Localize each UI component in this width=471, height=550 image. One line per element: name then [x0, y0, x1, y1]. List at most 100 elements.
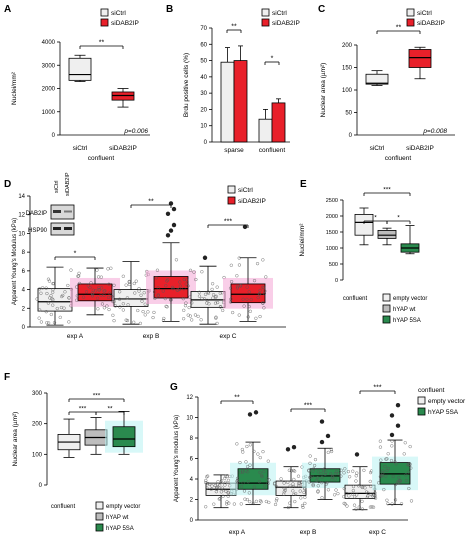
panel-G-data-point	[394, 462, 398, 466]
panel-G-data-point	[243, 497, 247, 501]
panel-C-legend-swatch	[406, 8, 415, 17]
panel-D-data-point	[112, 319, 116, 323]
panel-G-data-point	[407, 486, 411, 491]
panel-G-data-point	[329, 447, 333, 452]
panel-G-data-point	[293, 499, 297, 504]
panel-D-data-point	[235, 274, 239, 278]
panel-G-data-point	[291, 489, 295, 493]
panel-D-data-point	[203, 292, 208, 296]
panel-G-data-point	[352, 503, 357, 507]
panel-D-data-point	[228, 286, 233, 290]
panel-D-data-point	[99, 286, 104, 290]
panel-G-data-point	[354, 507, 358, 511]
panel-D-y-tick-label: 10	[18, 231, 25, 237]
panel-G-data-point	[217, 497, 221, 501]
panel-D-data-point	[218, 305, 223, 309]
panel-G-data-point	[325, 481, 329, 485]
panel-G-data-point	[409, 499, 414, 503]
panel-G-data-point	[308, 454, 312, 458]
panel-D-data-point	[197, 294, 202, 298]
panel-D-data-point	[117, 297, 122, 301]
panel-D-data-point	[178, 280, 182, 284]
panel-D-data-point	[35, 297, 39, 301]
panel-D-data-point	[216, 300, 220, 305]
panel-D-data-point	[126, 303, 130, 307]
panel-G-data-point	[261, 450, 265, 454]
panel-G-data-point	[404, 473, 408, 477]
panel-G-data-point	[300, 503, 305, 508]
panel-D-data-point	[96, 307, 100, 311]
panel-G-data-point	[354, 479, 358, 483]
panel-D-data-point	[153, 296, 157, 300]
panel-D-data-point	[256, 296, 260, 300]
panel-B-legend-swatch	[261, 8, 270, 17]
panel-D-data-point	[229, 280, 234, 284]
panel-D-data-point	[51, 303, 55, 307]
panel-D-data-point	[164, 284, 168, 288]
panel-D-data-point	[143, 313, 147, 317]
panel-G-data-point	[385, 468, 389, 473]
panel-A-legend-swatch	[100, 8, 109, 17]
panel-D-data-point	[49, 312, 53, 317]
panel-C-y-tick-label: 0	[349, 133, 353, 139]
panel-B-y-label: Brdu positive cells (%)	[183, 53, 190, 117]
panel-D-legend-swatch	[227, 185, 236, 194]
panel-D-data-point	[134, 279, 138, 283]
panel-G-data-point	[389, 458, 394, 463]
panel-D-data-point	[210, 287, 214, 291]
panel-D-data-point	[245, 297, 249, 301]
panel-G-y-tick-label: 6	[190, 457, 194, 463]
panel-letter-D: D	[4, 179, 11, 190]
panel-D-y-tick-label: 14	[18, 194, 25, 200]
panel-G-data-point	[354, 474, 358, 478]
panel-letter-F: F	[4, 372, 10, 383]
panel-G-data-point	[307, 480, 311, 484]
panel-D-data-point	[47, 321, 51, 325]
panel-D-data-point	[182, 308, 186, 312]
panel-G-outlier	[354, 452, 360, 457]
panel-D-data-point	[164, 304, 168, 308]
panel-G-data-point	[390, 502, 394, 506]
panel-G-data-point	[232, 502, 236, 506]
panel-G-box-body	[237, 468, 269, 490]
panel-G-outlier	[319, 439, 325, 445]
panel-G-data-point	[347, 494, 351, 498]
panel-E-legend-swatch	[382, 315, 391, 324]
panel-G-box-body	[344, 484, 376, 499]
panel-G-data-point	[241, 481, 245, 485]
panel-D-data-point	[156, 294, 160, 298]
panel-D-data-point	[95, 268, 99, 272]
panel-D-sig-label: *	[74, 251, 77, 258]
panel-G-data-point	[353, 495, 357, 499]
panel-D-data-point	[214, 295, 218, 299]
panel-G-data-point	[209, 487, 213, 491]
panel-G-data-point	[351, 488, 355, 493]
panel-D-data-point	[242, 304, 246, 308]
panel-E-legend-label: empty vector	[393, 296, 427, 302]
panel-G-data-point	[334, 470, 339, 474]
panel-G-sig-label: ***	[304, 403, 312, 410]
panel-letter-B: B	[166, 4, 173, 15]
panel-G-data-point	[386, 452, 390, 456]
panel-G-data-point	[235, 478, 240, 483]
panel-B-bar	[233, 60, 248, 143]
panel-D-blot-frame	[50, 204, 75, 220]
panel-G-data-point	[333, 493, 337, 497]
panel-E-y-tick-label: 2000	[326, 214, 338, 220]
panel-G-data-point	[282, 486, 286, 490]
panel-G-data-point	[324, 470, 328, 474]
panel-G-data-point	[393, 482, 398, 487]
panel-D-data-point	[241, 297, 245, 301]
panel-D-outlier	[165, 211, 171, 216]
panel-A-legend-swatch	[100, 18, 109, 27]
panel-D-data-point	[74, 285, 79, 289]
panel-E-legend-swatch	[382, 304, 391, 313]
panel-A-y-label: Nuclei/mm²	[11, 71, 18, 105]
panel-B-sig-label: **	[231, 24, 237, 31]
panel-E-y-label: Nuclei/mm²	[299, 223, 306, 257]
panel-G-data-point	[239, 502, 243, 506]
panel-D-blot-band	[53, 210, 61, 213]
panel-D-data-point	[93, 289, 98, 293]
panel-D-data-point	[252, 279, 257, 283]
panel-G-data-point	[292, 477, 296, 482]
